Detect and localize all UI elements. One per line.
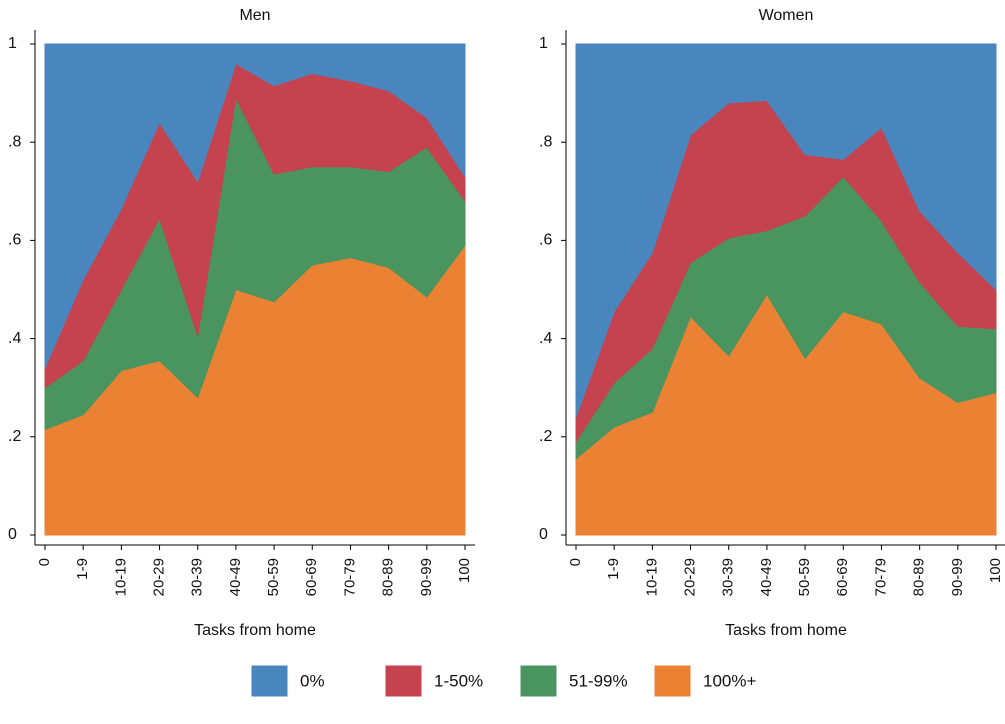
area [44, 43, 466, 369]
x-axis-title: Tasks from home [725, 622, 847, 639]
x-tick-label: 100 [987, 558, 1004, 583]
legend-swatch [654, 665, 691, 697]
chart-title: Men [239, 7, 270, 24]
x-tick-label: 80-89 [380, 558, 397, 596]
legend-label: 51-99% [569, 671, 628, 690]
x-tick-label: 10-19 [643, 558, 660, 596]
x-tick-label: 10-19 [112, 558, 129, 596]
x-tick-label: 50-59 [265, 558, 282, 596]
y-tick-label: .6 [539, 232, 552, 249]
x-tick-label: 0 [36, 558, 53, 566]
y-tick-label: 1 [539, 35, 548, 52]
x-tick-label: 40-49 [758, 558, 775, 596]
y-tick-label: .4 [539, 330, 552, 347]
y-tick-label: .8 [539, 133, 552, 150]
x-axis-title: Tasks from home [194, 622, 316, 639]
x-tick-label: 80-89 [911, 558, 928, 596]
y-tick-label: .4 [8, 330, 21, 347]
legend-label: 0% [300, 671, 325, 690]
x-tick-label: 70-79 [341, 558, 358, 596]
x-tick-label: 0 [567, 558, 584, 566]
x-tick-label: 40-49 [227, 558, 244, 596]
y-tick-label: 0 [539, 526, 548, 543]
x-tick-label: 1-9 [605, 558, 622, 580]
y-tick-label: .2 [8, 428, 21, 445]
y-tick-label: .2 [539, 428, 552, 445]
x-tick-label: 20-29 [151, 558, 168, 596]
legend-label: 1-50% [434, 671, 483, 690]
x-tick-label: 60-69 [303, 558, 320, 596]
legend-swatch [520, 665, 557, 697]
x-tick-label: 70-79 [872, 558, 889, 596]
x-tick-label: 20-29 [682, 558, 699, 596]
y-tick-label: .8 [8, 133, 21, 150]
x-tick-label: 30-39 [189, 558, 206, 596]
x-tick-label: 90-99 [418, 558, 435, 596]
x-tick-label: 1-9 [74, 558, 91, 580]
x-tick-label: 50-59 [796, 558, 813, 596]
y-tick-label: .6 [8, 232, 21, 249]
x-tick-label: 90-99 [949, 558, 966, 596]
x-tick-label: 100 [456, 558, 473, 583]
legend-label: 100%+ [703, 671, 756, 690]
y-tick-label: 1 [8, 35, 17, 52]
y-tick-label: 0 [8, 526, 17, 543]
legend-swatch [251, 665, 288, 697]
x-tick-label: 30-39 [720, 558, 737, 596]
legend-swatch [385, 665, 422, 697]
chart-title: Women [759, 7, 814, 24]
x-tick-label: 60-69 [834, 558, 851, 596]
area [575, 43, 997, 418]
